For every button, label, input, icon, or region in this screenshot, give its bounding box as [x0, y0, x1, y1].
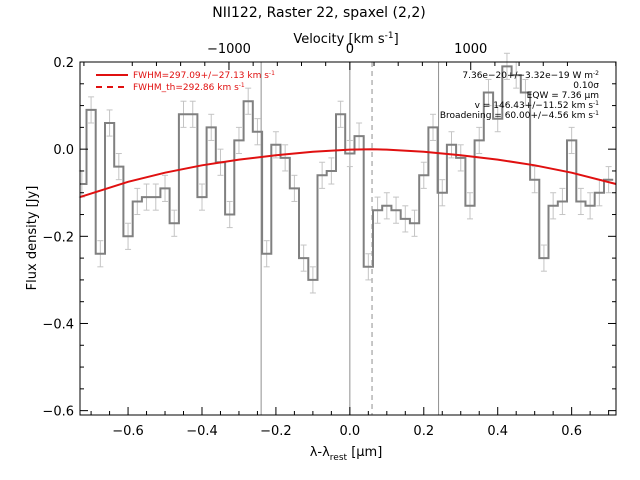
top-axis-label-end: ] — [394, 32, 399, 47]
legend-label-sup: -1 — [239, 82, 245, 89]
legend-label: FWHM_th=292.86 km s-1 — [133, 82, 245, 93]
x-tick-label: −0.6 — [112, 424, 144, 439]
x-axis-label-sub: rest — [330, 453, 348, 463]
x-axis-label-main: λ-λ — [310, 445, 330, 460]
fit-curve — [79, 148, 617, 199]
top-axis-label: Velocity [km s-1] — [293, 31, 398, 47]
annotation-text: Broadening = 60.00+/−4.56 km s — [440, 111, 593, 121]
top-axis-label-sup: -1 — [385, 31, 394, 41]
x-tick-label: −0.2 — [260, 424, 292, 439]
axes-layer: −0.6 −0.4 −0.2 0.0 0.2 0.4 0.6 −0.6 −0.4 −0.2 0.0 0… — [42, 42, 617, 439]
y-tick-label: −0.4 — [42, 317, 74, 332]
legend-label-text: FWHM_th=292.86 km s — [133, 83, 239, 93]
legend: FWHM=297.09+/−27.13 km s-1FWHM_th=292.86… — [96, 70, 275, 93]
annotation-line: 0.10σ — [573, 81, 599, 91]
plot-frame — [79, 61, 617, 416]
spectrum-step-line — [80, 65, 614, 281]
annotation-text: 7.36e−20+/−3.32e−19 W m — [462, 71, 593, 81]
y-tick-label: 0.2 — [53, 56, 74, 71]
annotation-text: v = 146.43+/−11.52 km s — [475, 101, 594, 111]
top-tick-label: −1000 — [207, 42, 251, 57]
annotation-line: v = 146.43+/−11.52 km s-1 — [475, 100, 600, 111]
annotation-text: EQW = 7.36 μm — [527, 91, 599, 101]
x-axis-label: λ-λrest [μm] — [310, 445, 383, 463]
annotation-sup: -1 — [593, 110, 599, 117]
chart-title: NII122, Raster 22, spaxel (2,2) — [212, 5, 425, 21]
y-tick-label: −0.6 — [42, 405, 74, 420]
legend-label-sup: -1 — [269, 70, 275, 77]
y-tick-label: 0.0 — [53, 143, 74, 158]
svg-text:λ-λrest [μm]: λ-λrest [μm] — [310, 445, 383, 463]
legend-label-text: FWHM=297.09+/−27.13 km s — [133, 71, 269, 81]
annotation-sup: -2 — [593, 70, 599, 77]
annotation-line: Broadening = 60.00+/−4.56 km s-1 — [440, 110, 599, 121]
legend-label: FWHM=297.09+/−27.13 km s-1 — [133, 70, 275, 81]
annotation-sup: -1 — [593, 100, 599, 107]
top-tick-label: 0 — [346, 42, 354, 57]
y-tick-label: −0.2 — [42, 230, 74, 245]
annotation-line: EQW = 7.36 μm — [527, 91, 599, 101]
svg-text:Velocity [km s-1]: Velocity [km s-1] — [293, 31, 398, 47]
y-axis-label-text: Flux density [Jy] — [25, 186, 40, 291]
y-axis-label: Flux density [Jy] — [25, 186, 40, 291]
x-tick-label: 0.0 — [340, 424, 361, 439]
annotation-text: 0.10σ — [573, 81, 599, 91]
top-axis-label-main: Velocity [km s — [293, 32, 385, 47]
top-tick-label: 1000 — [454, 42, 487, 57]
x-tick-label: 0.6 — [561, 424, 582, 439]
x-tick-label: 0.2 — [413, 424, 434, 439]
x-tick-label: 0.4 — [487, 424, 508, 439]
x-tick-label: −0.4 — [186, 424, 218, 439]
annotation-line: 7.36e−20+/−3.32e−19 W m-2 — [462, 70, 599, 81]
plot-layer — [78, 52, 617, 415]
x-axis-label-unit: [μm] — [347, 445, 382, 460]
